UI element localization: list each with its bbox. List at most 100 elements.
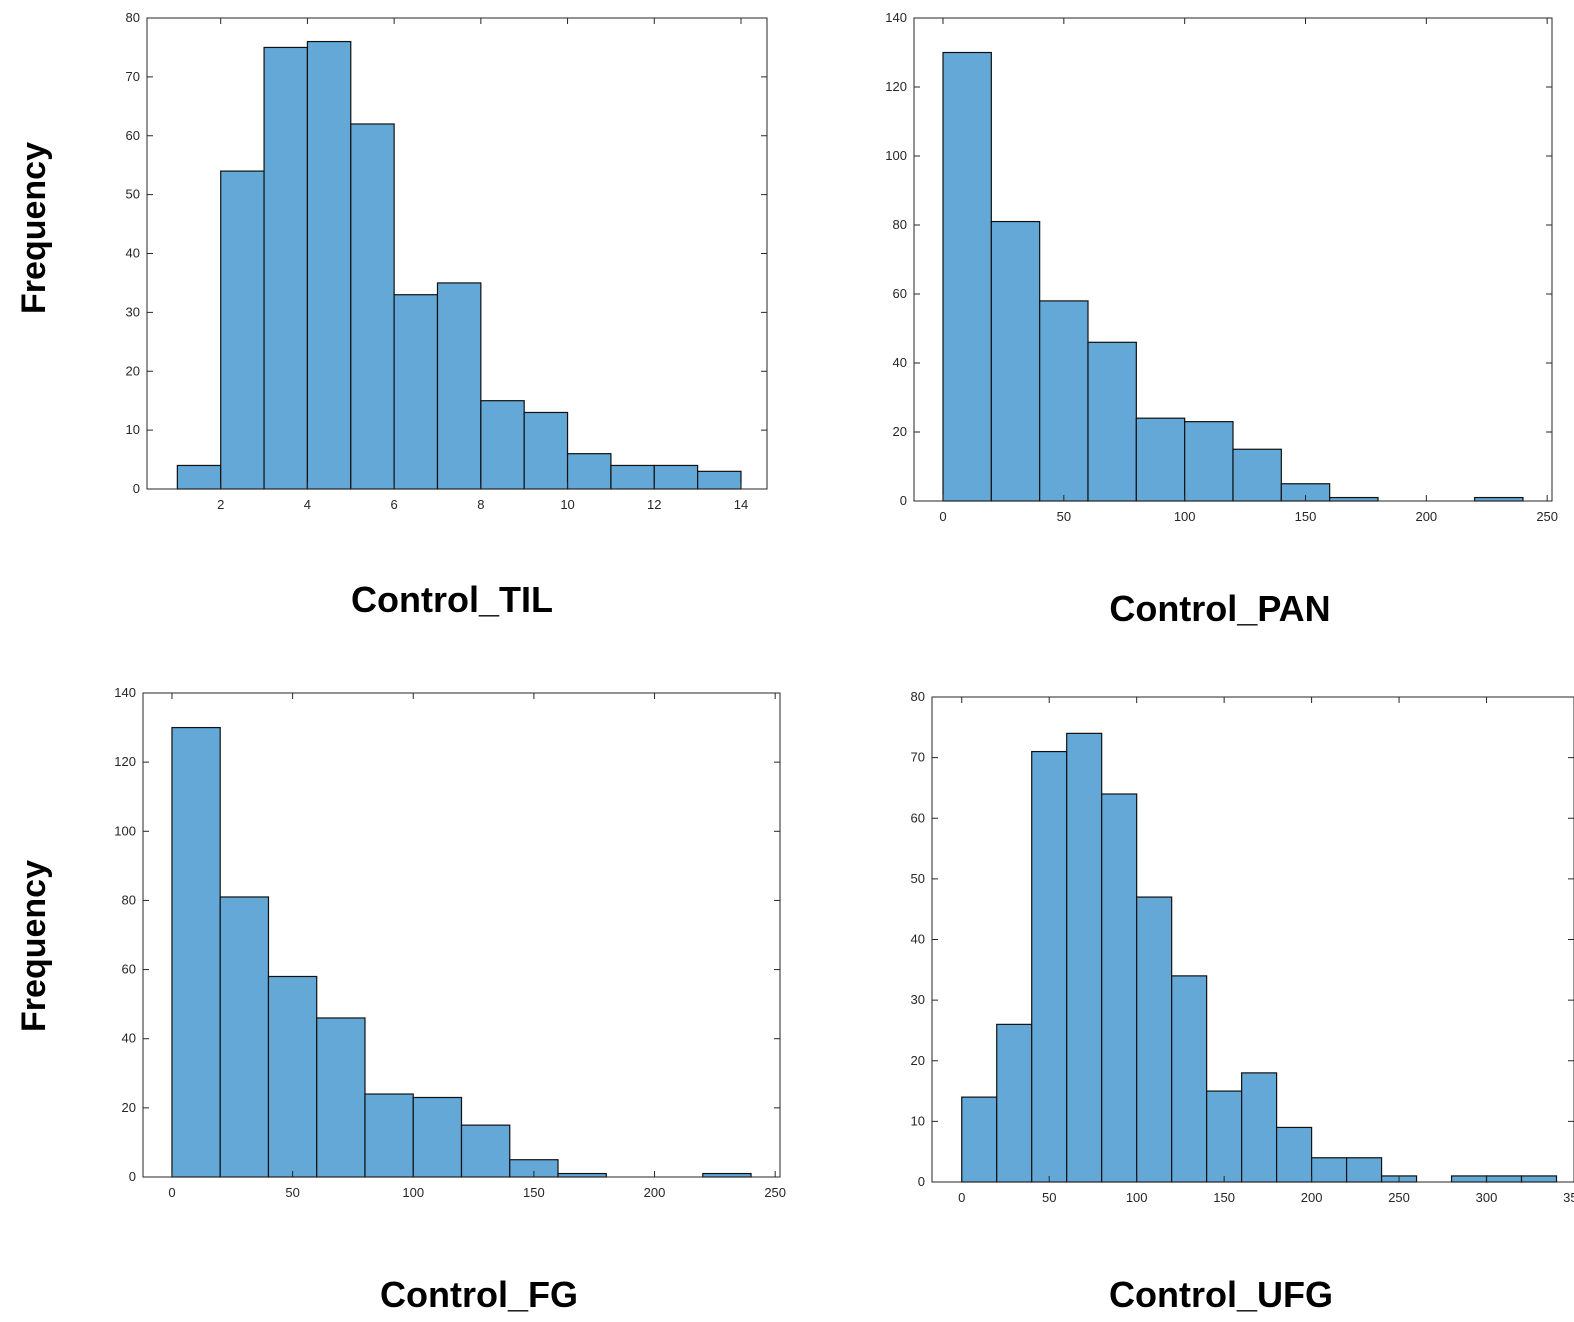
chart-title-til: Control_TIL [351, 579, 553, 620]
histogram-bar [942, 51, 992, 502]
y-tick-label: 80 [122, 892, 136, 907]
histogram-bar [1184, 421, 1234, 502]
y-tick-label: 60 [893, 286, 907, 301]
x-tick-label: 150 [1213, 1190, 1235, 1205]
x-tick-label: 14 [734, 497, 748, 512]
histogram-bar [702, 1172, 752, 1178]
y-tick-label: 50 [911, 871, 925, 886]
histogram-bar [566, 453, 612, 490]
x-tick-label: 200 [1415, 509, 1437, 524]
chart-title-pan: Control_PAN [1109, 588, 1330, 629]
histogram-bar [220, 170, 265, 490]
histogram-bar [1101, 793, 1138, 1183]
histogram-pan: 0 20 40 60 80 100 120 140 0 50 100 150 200 250 [885, 10, 1558, 524]
x-tick-label: 0 [939, 509, 946, 524]
histogram-bar [219, 896, 270, 1178]
histogram-bar [176, 464, 222, 490]
x-tick-label: 350 [1563, 1190, 1574, 1205]
y-tick-label: 80 [126, 10, 140, 25]
chart-title-ufg: Control_UFG [1109, 1274, 1333, 1315]
y-tick-label: 40 [126, 246, 140, 261]
x-tick-label: 150 [523, 1185, 545, 1200]
x-tick-label: 50 [1042, 1190, 1056, 1205]
x-tick-label: 100 [402, 1185, 424, 1200]
y-tick-label: 70 [911, 750, 925, 765]
histogram-fg: 0 20 40 60 80 100 120 140 0 50 100 150 200 250 [114, 685, 786, 1200]
histogram-bar [412, 1096, 463, 1178]
histogram-bar [1329, 496, 1379, 502]
histogram-bar [316, 1017, 366, 1178]
histogram-til: 0 10 20 30 40 50 60 70 80 2 4 6 8 10 12 14 [126, 10, 768, 512]
histogram-bar [1039, 300, 1089, 502]
histogram-bar [1066, 732, 1103, 1183]
histogram-bar [990, 220, 1041, 502]
y-tick-label: 20 [122, 1100, 136, 1115]
x-tick-label: 2 [217, 497, 224, 512]
histogram-bar [263, 46, 309, 490]
histogram-bar [1031, 750, 1068, 1183]
histogram-bar [460, 1124, 511, 1178]
x-tick-label: 200 [1301, 1190, 1323, 1205]
y-tick-label: 40 [122, 1031, 136, 1046]
y-tick-label: 10 [911, 1113, 925, 1128]
x-tick-label: 250 [1536, 509, 1558, 524]
y-tick-label: 60 [911, 810, 925, 825]
histogram-bar [697, 470, 742, 490]
histogram-bar [1135, 417, 1186, 502]
x-tick-label: 150 [1295, 509, 1317, 524]
y-tick-label: 80 [893, 217, 907, 232]
histogram-bar [1232, 448, 1282, 502]
x-tick-label: 100 [1174, 509, 1196, 524]
x-tick-label: 0 [168, 1185, 175, 1200]
y-tick-label: 120 [885, 79, 907, 94]
histogram-bar [1450, 1175, 1488, 1183]
x-tick-label: 100 [1126, 1190, 1148, 1205]
y-tick-label: 0 [900, 493, 907, 508]
histogram-bar [961, 1096, 998, 1183]
chart-title-fg: Control_FG [380, 1274, 578, 1315]
histogram-bar [1087, 341, 1137, 502]
x-tick-label: 4 [304, 497, 311, 512]
histogram-bar [350, 123, 395, 490]
y-tick-label: 40 [911, 932, 925, 947]
plot-frame [913, 17, 1553, 502]
histogram-bar [1520, 1175, 1558, 1183]
histogram-bar [1276, 1126, 1313, 1183]
y-tick-label: 20 [126, 363, 140, 378]
histogram-bar [1171, 975, 1208, 1183]
y-tick-label: 30 [911, 992, 925, 1007]
histogram-bar [1345, 1157, 1383, 1183]
y-tick-label: 10 [126, 422, 140, 437]
y-tick-label: 100 [114, 823, 136, 838]
y-axis-label-bottom: Frequency [15, 860, 53, 1032]
histogram-bar [523, 411, 569, 490]
x-tick-label: 50 [285, 1185, 299, 1200]
x-tick-label: 300 [1476, 1190, 1498, 1205]
histogram-bar [996, 1023, 1033, 1183]
histogram-bar [653, 464, 699, 490]
x-tick-label: 8 [477, 497, 484, 512]
y-tick-label: 30 [126, 304, 140, 319]
x-tick-label: 200 [644, 1185, 666, 1200]
y-tick-label: 100 [885, 148, 907, 163]
y-tick-label: 50 [126, 187, 140, 202]
y-tick-label: 40 [893, 355, 907, 370]
y-tick-label: 20 [893, 424, 907, 439]
x-tick-label: 50 [1057, 509, 1071, 524]
x-tick-label: 0 [958, 1190, 965, 1205]
histogram-bar [1485, 1175, 1523, 1183]
histogram-bar [306, 40, 352, 490]
y-tick-label: 70 [126, 69, 140, 84]
histogram-bar [393, 294, 439, 490]
histogram-ufg: 0 10 20 30 40 50 60 70 80 0 50 100 150 200 250 300 350 [911, 689, 1574, 1205]
y-tick-label: 140 [114, 685, 136, 700]
histogram-bar [171, 726, 221, 1178]
x-tick-label: 250 [1388, 1190, 1410, 1205]
histogram-bar [1136, 896, 1173, 1183]
y-tick-label: 20 [911, 1053, 925, 1068]
y-tick-label: 0 [133, 481, 140, 496]
x-tick-label: 250 [764, 1185, 786, 1200]
y-tick-label: 0 [129, 1169, 136, 1184]
histogram-bar [1474, 496, 1524, 502]
y-tick-label: 140 [885, 10, 907, 25]
